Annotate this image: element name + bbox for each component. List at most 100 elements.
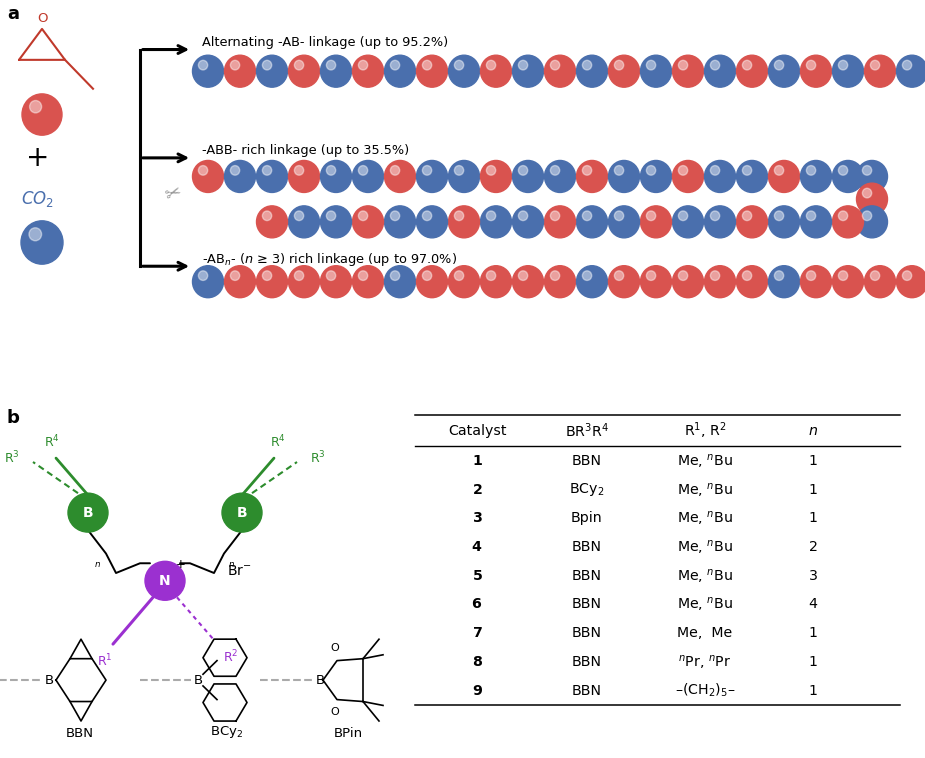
Text: 3: 3	[808, 568, 818, 583]
Text: $\mathbf{7}$: $\mathbf{7}$	[472, 626, 482, 640]
Text: $_{n}$: $_{n}$	[228, 557, 236, 570]
Text: -ABB- rich linkage (up to 35.5%): -ABB- rich linkage (up to 35.5%)	[202, 144, 409, 157]
Circle shape	[640, 55, 672, 87]
Text: BBN: BBN	[572, 597, 602, 612]
Circle shape	[672, 55, 704, 87]
Text: a: a	[7, 5, 19, 23]
Circle shape	[862, 165, 871, 175]
Text: BR$^3$R$^4$: BR$^3$R$^4$	[565, 421, 609, 440]
Circle shape	[385, 206, 415, 238]
Circle shape	[352, 266, 384, 298]
Circle shape	[423, 165, 432, 175]
Text: -AB$_{n}$- ($n$ ≥ 3) rich linkage (up to 97.0%): -AB$_{n}$- ($n$ ≥ 3) rich linkage (up to…	[202, 250, 457, 268]
Text: Catalyst: Catalyst	[448, 424, 506, 438]
Circle shape	[358, 165, 368, 175]
Circle shape	[352, 55, 384, 87]
Circle shape	[21, 221, 63, 264]
Circle shape	[480, 266, 512, 298]
Circle shape	[640, 206, 672, 238]
Text: Me, $^n$Bu: Me, $^n$Bu	[677, 481, 733, 499]
Circle shape	[672, 161, 704, 193]
Text: Me, $^n$Bu: Me, $^n$Bu	[677, 538, 733, 556]
Circle shape	[358, 271, 368, 280]
Circle shape	[743, 61, 752, 70]
Circle shape	[480, 161, 512, 193]
Text: R$^2$: R$^2$	[223, 649, 239, 666]
Circle shape	[576, 55, 608, 87]
Circle shape	[647, 165, 656, 175]
Circle shape	[896, 266, 925, 298]
Text: +: +	[26, 144, 50, 172]
Text: $\mathbf{4}$: $\mathbf{4}$	[472, 540, 483, 554]
Text: O: O	[330, 707, 339, 717]
Circle shape	[769, 206, 799, 238]
Circle shape	[454, 211, 463, 221]
Circle shape	[609, 266, 639, 298]
Text: Me, $^n$Bu: Me, $^n$Bu	[677, 595, 733, 613]
Circle shape	[614, 165, 623, 175]
Text: Me, $^n$Bu: Me, $^n$Bu	[677, 452, 733, 470]
Circle shape	[449, 161, 479, 193]
Text: 4: 4	[808, 597, 818, 612]
Circle shape	[710, 271, 720, 280]
Circle shape	[545, 266, 575, 298]
Circle shape	[487, 271, 496, 280]
Circle shape	[865, 266, 895, 298]
Circle shape	[710, 61, 720, 70]
Circle shape	[583, 271, 592, 280]
Circle shape	[614, 211, 623, 221]
Circle shape	[896, 55, 925, 87]
Text: 1: 1	[808, 626, 818, 640]
Circle shape	[327, 61, 336, 70]
Text: 1: 1	[808, 511, 818, 525]
Circle shape	[736, 266, 768, 298]
Circle shape	[327, 271, 336, 280]
Circle shape	[800, 55, 832, 87]
Text: $\mathbf{9}$: $\mathbf{9}$	[472, 684, 483, 697]
Circle shape	[230, 61, 240, 70]
Circle shape	[832, 206, 864, 238]
Circle shape	[480, 206, 512, 238]
Circle shape	[358, 61, 368, 70]
Circle shape	[647, 61, 656, 70]
Circle shape	[512, 206, 544, 238]
Text: $\mathbf{3}$: $\mathbf{3}$	[472, 511, 482, 525]
Circle shape	[145, 562, 185, 600]
Circle shape	[609, 55, 639, 87]
Text: $\mathbf{6}$: $\mathbf{6}$	[472, 597, 483, 612]
Circle shape	[550, 61, 560, 70]
Text: $\mathbf{1}$: $\mathbf{1}$	[472, 454, 483, 468]
Text: 1: 1	[808, 483, 818, 496]
Text: $\mathbf{2}$: $\mathbf{2}$	[472, 483, 482, 496]
Circle shape	[222, 493, 262, 532]
Circle shape	[289, 161, 319, 193]
Text: O: O	[330, 643, 339, 653]
Circle shape	[487, 165, 496, 175]
Circle shape	[454, 271, 463, 280]
Circle shape	[320, 161, 352, 193]
Text: Alternating -AB- linkage (up to 95.2%): Alternating -AB- linkage (up to 95.2%)	[202, 36, 449, 49]
Circle shape	[640, 266, 672, 298]
Circle shape	[449, 206, 479, 238]
Circle shape	[449, 266, 479, 298]
Text: Bpin: Bpin	[571, 511, 603, 525]
Circle shape	[22, 94, 62, 135]
Circle shape	[838, 165, 847, 175]
Circle shape	[678, 61, 687, 70]
Circle shape	[320, 55, 352, 87]
Circle shape	[512, 266, 544, 298]
Circle shape	[583, 61, 592, 70]
Text: 1: 1	[808, 684, 818, 697]
Circle shape	[454, 165, 463, 175]
Circle shape	[807, 211, 816, 221]
Circle shape	[487, 211, 496, 221]
Circle shape	[449, 55, 479, 87]
Circle shape	[736, 206, 768, 238]
Text: B: B	[45, 674, 55, 687]
Circle shape	[609, 206, 639, 238]
Circle shape	[230, 271, 240, 280]
Circle shape	[705, 161, 735, 193]
Text: 1: 1	[808, 454, 818, 468]
Circle shape	[390, 211, 400, 221]
Circle shape	[678, 165, 687, 175]
